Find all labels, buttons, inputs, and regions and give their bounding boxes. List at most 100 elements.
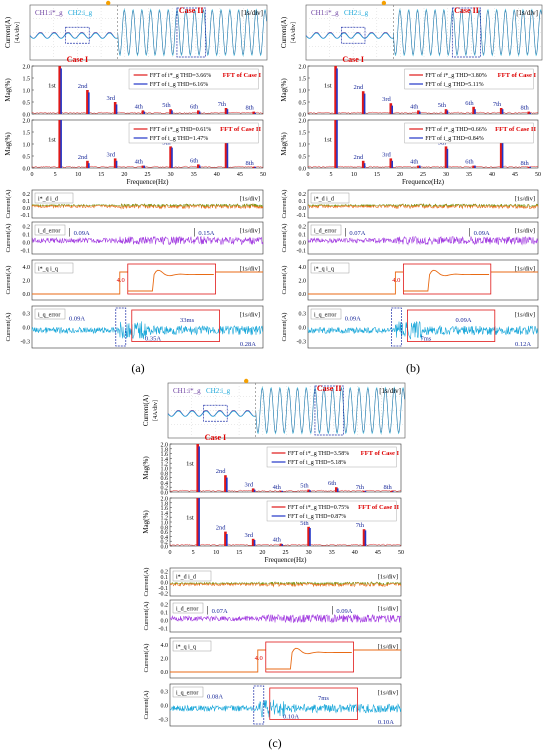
fft-bar-meas: [363, 93, 366, 114]
fft-bar-ref: [417, 110, 420, 114]
trace-ytick: -0.1: [21, 249, 31, 255]
trace-series-error: [31, 321, 263, 340]
fft-bar-ref: [224, 108, 228, 114]
trace-ytick: 0.0: [23, 206, 31, 212]
trace-series-meas: [31, 203, 264, 208]
fft-bar-ref: [334, 120, 337, 168]
fft-ytick: 1.2: [161, 516, 169, 522]
harmonic-label: 8th: [245, 105, 254, 112]
fft-bar-meas: [392, 491, 394, 492]
fft-bar-ref: [499, 139, 503, 168]
fft-xtick: 35: [329, 550, 335, 556]
fft-ytick: 1.5: [299, 131, 307, 137]
fft-bar-meas: [309, 490, 311, 492]
zoom-inset: [406, 309, 496, 342]
trace-legend: i_q_error: [314, 313, 336, 319]
trace-ytick: 0.0: [23, 326, 31, 332]
fft-xtick: 10: [351, 172, 357, 178]
fft-xtick: 20: [397, 172, 403, 178]
trace-ylabel: Current(A): [281, 190, 288, 219]
trace-ytick: -0.1: [159, 586, 169, 592]
trace-series-error: [169, 613, 402, 624]
fft-noise-line: [169, 489, 402, 492]
legend-ch2: CH2:i_g: [344, 9, 369, 17]
fft-legend-box: [266, 446, 397, 468]
fft-bar-meas: [60, 68, 62, 114]
trace-ytick: 0.0: [299, 241, 307, 247]
case1-box: [341, 26, 366, 44]
fft-noise-line: [307, 165, 538, 168]
fft-bar-ref: [196, 498, 200, 546]
fft-xlabel: Frequence(Hz): [127, 178, 170, 186]
trace-ylabel: Current(A): [5, 266, 12, 295]
fft-ytick: 1.8: [161, 501, 169, 507]
series-meas-case1: [305, 32, 394, 39]
trace-series-ref: [169, 581, 402, 588]
trace-ytick: 0.0: [23, 241, 31, 247]
trace-legend: i_d_error: [176, 607, 198, 613]
fft-bar-meas: [309, 528, 311, 546]
fft-bar-ref: [113, 102, 117, 114]
case2-box: [176, 7, 206, 58]
panel-a: Case I Case II CH1:i*_g CH2:i_g [1s/div] Curr…: [4, 0, 268, 375]
harmonic-label: 5th: [300, 520, 309, 527]
fft-bar-meas: [419, 165, 421, 168]
fft-ytick: 0.4: [161, 535, 169, 541]
trace-ytick: 0.2: [23, 192, 31, 198]
trace-legend: i_d_error: [38, 229, 60, 235]
trace-legend-box: [172, 686, 204, 698]
fft-xtick: 30: [168, 172, 174, 178]
fft-xtick: 40: [214, 172, 220, 178]
fft-xtick: 40: [489, 172, 495, 178]
fft-bar-meas: [446, 110, 449, 114]
fft-bar-meas: [226, 477, 228, 492]
fft-ytick: 1.6: [161, 506, 169, 512]
inset-series: [403, 269, 490, 292]
trace-ytick: -0.1: [297, 249, 307, 255]
fft-bar-ref: [196, 444, 200, 492]
harmonic-label: 5th: [438, 102, 447, 109]
trace-timebase: [1s/div]: [515, 312, 535, 319]
fft-xtick: 50: [398, 550, 404, 556]
trace-ytick: -0.2: [159, 592, 169, 598]
fft-title: FFT of Case I: [498, 72, 537, 79]
trace-ytick: 0.0: [299, 292, 307, 298]
harmonic-label: 2nd: [78, 154, 89, 161]
fft-xtick: 25: [145, 172, 151, 178]
fft-bar-ref: [472, 106, 475, 114]
fft-legend-ref: FFT of i*_g THD=0.66%: [425, 126, 487, 133]
fft-xtick: 40: [352, 550, 358, 556]
fft-xtick: 5: [192, 550, 195, 556]
harmonic-label: 3rd: [382, 96, 391, 103]
trace-series-error: [32, 235, 264, 246]
fft-xtick: 20: [259, 550, 265, 556]
trace-frame: [169, 599, 402, 633]
trace-series-meas: [169, 580, 402, 586]
fft-bar-ref: [169, 146, 172, 168]
zoom-source-box: [253, 685, 265, 725]
fft-bar-meas: [363, 163, 366, 168]
zoom-inset: [265, 641, 354, 673]
harmonic-label: 2nd: [353, 84, 364, 91]
fft-xtick: 10: [213, 550, 219, 556]
trace-legend: i*_q i_q: [314, 267, 334, 273]
fft-bar-meas: [254, 166, 256, 168]
trace-legend-box: [172, 640, 212, 652]
osc-yunit: [4A/div]: [15, 22, 21, 43]
fft-bar-ref: [279, 490, 283, 492]
fft-bar-meas: [143, 111, 146, 114]
trace-annotation: 0.35A: [145, 335, 161, 342]
trace-timebase: [1s/div]: [515, 266, 535, 273]
case1-label: Case I: [342, 55, 364, 64]
legend-ch1: CH1:i*_g: [35, 9, 63, 17]
harmonic-label: 4th: [410, 103, 419, 110]
fft-bar-ref: [307, 526, 310, 546]
fft-xtick: 0: [307, 172, 310, 178]
panel-label: (c): [268, 736, 281, 750]
trace-ylabel: Current(A): [5, 190, 12, 219]
fft-ytick: 2.0: [161, 443, 169, 449]
fft-ytick: 0.8: [161, 525, 169, 531]
trace-annotation: 0.09A: [74, 230, 90, 237]
trace-annotation: 4.0: [117, 277, 125, 284]
